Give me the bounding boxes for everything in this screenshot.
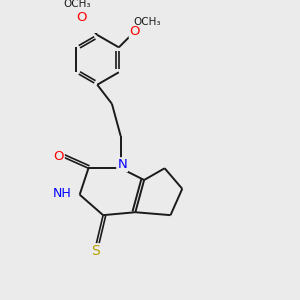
Text: O: O <box>76 11 86 24</box>
Text: OCH₃: OCH₃ <box>63 0 91 9</box>
Text: NH: NH <box>53 187 71 200</box>
Text: O: O <box>130 25 140 38</box>
Text: OCH₃: OCH₃ <box>133 17 160 28</box>
Text: N: N <box>117 158 127 171</box>
Text: S: S <box>92 244 100 258</box>
Text: O: O <box>53 150 64 163</box>
